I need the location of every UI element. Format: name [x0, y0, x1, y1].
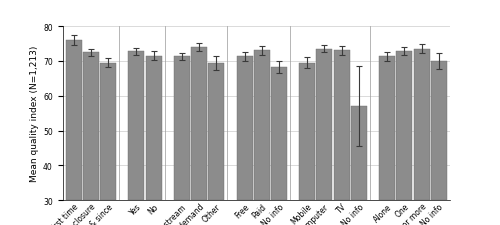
Bar [191, 48, 207, 200]
Bar [379, 57, 395, 200]
Bar [83, 53, 99, 200]
Bar [316, 50, 332, 200]
Bar [128, 52, 144, 200]
Y-axis label: Mean quality index (N=1,213): Mean quality index (N=1,213) [30, 46, 39, 182]
Bar [66, 41, 82, 200]
Bar [254, 51, 270, 200]
Bar [431, 62, 447, 200]
Bar [351, 107, 367, 200]
Bar [208, 64, 224, 200]
Bar [146, 56, 162, 200]
Bar [414, 50, 430, 200]
Bar [334, 51, 349, 200]
Bar [271, 68, 287, 200]
Bar [396, 52, 412, 200]
Bar [174, 57, 190, 200]
Bar [236, 57, 252, 200]
Bar [300, 63, 316, 200]
Bar [100, 63, 116, 200]
